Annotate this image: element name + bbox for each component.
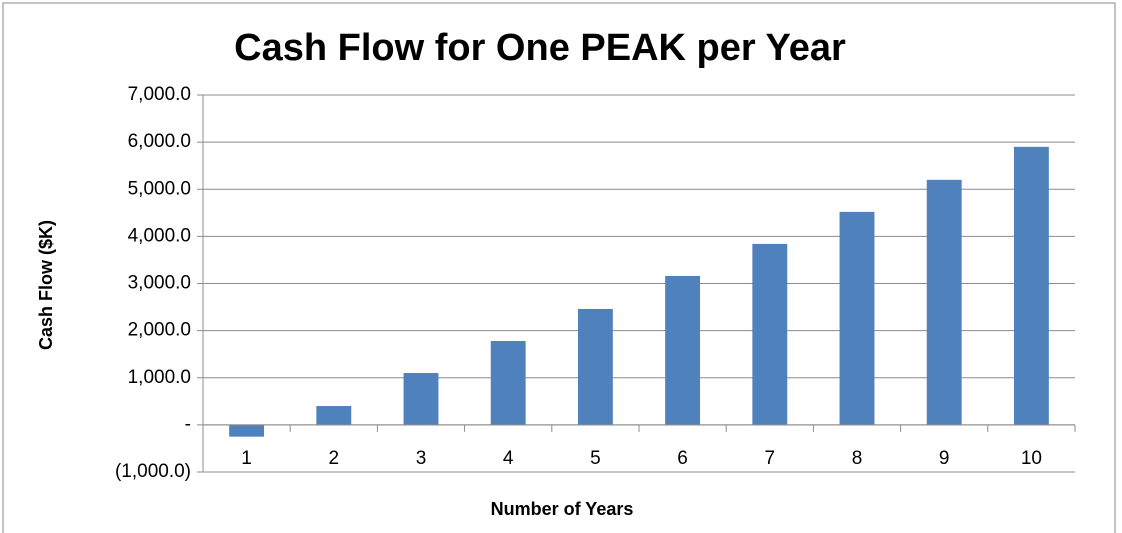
bar xyxy=(316,406,352,425)
y-tick-label: (1,000.0) xyxy=(115,461,191,482)
x-tick-label: 4 xyxy=(503,448,514,469)
x-tick-label: 6 xyxy=(677,448,688,469)
y-tick-label: 5,000.0 xyxy=(128,178,191,199)
x-axis-title: Number of Years xyxy=(491,499,634,519)
y-tick-label: 6,000.0 xyxy=(128,131,191,152)
bar xyxy=(229,424,265,437)
bar xyxy=(752,243,788,425)
y-tick-label: 2,000.0 xyxy=(128,320,191,341)
y-tick-label: 3,000.0 xyxy=(128,273,191,294)
x-tick-label: 5 xyxy=(590,448,601,469)
x-tick-label: 9 xyxy=(939,448,950,469)
bar xyxy=(665,275,701,425)
y-tick-label: - xyxy=(185,414,191,435)
y-tick-label: 1,000.0 xyxy=(128,367,191,388)
bar xyxy=(839,211,875,425)
x-tick-label: 2 xyxy=(329,448,340,469)
bar xyxy=(926,179,962,425)
x-tick-label: 10 xyxy=(1021,448,1042,469)
y-tick-label: 7,000.0 xyxy=(128,84,191,105)
bar xyxy=(577,308,613,425)
bar xyxy=(403,373,439,425)
y-axis-title: Cash Flow ($K) xyxy=(36,220,56,350)
x-tick-label: 3 xyxy=(416,448,427,469)
bar xyxy=(490,340,526,425)
x-tick-label: 7 xyxy=(765,448,776,469)
y-tick-label: 4,000.0 xyxy=(128,225,191,246)
bar xyxy=(1013,146,1049,425)
chart-title: Cash Flow for One PEAK per Year xyxy=(234,27,846,69)
x-tick-label: 1 xyxy=(241,448,252,469)
x-tick-label: 8 xyxy=(852,448,863,469)
